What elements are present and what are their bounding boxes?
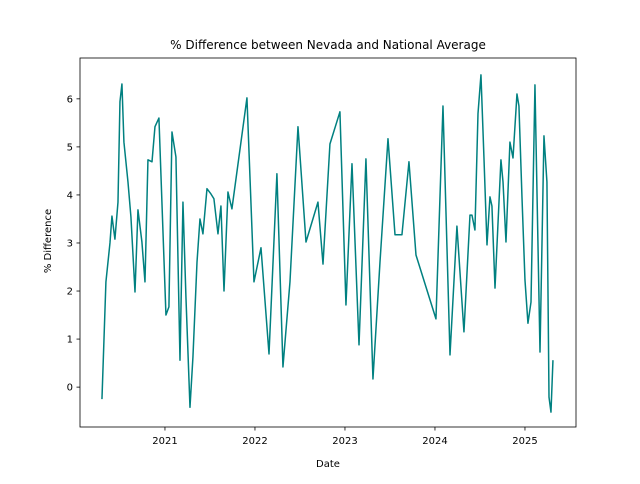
y-axis-label: % Difference [43,209,54,273]
x-tick-label: 2023 [332,436,357,447]
y-tick-label: 6 [67,94,73,105]
y-tick-label: 5 [67,142,73,153]
y-tick-label: 1 [67,335,73,346]
x-tick-label: 2025 [512,436,537,447]
data-line [101,74,554,413]
y-tick-label: 4 [67,190,73,201]
chart-title: % Difference between Nevada and National… [170,38,486,52]
y-tick-label: 0 [67,383,73,394]
x-tick-label: 2022 [242,436,267,447]
x-axis-label: Date [316,459,340,470]
x-tick-label: 2021 [152,436,177,447]
plot-frame [79,57,577,428]
x-tick-label: 2024 [422,436,447,447]
y-tick-label: 3 [67,238,73,249]
y-tick-label: 2 [67,287,73,298]
